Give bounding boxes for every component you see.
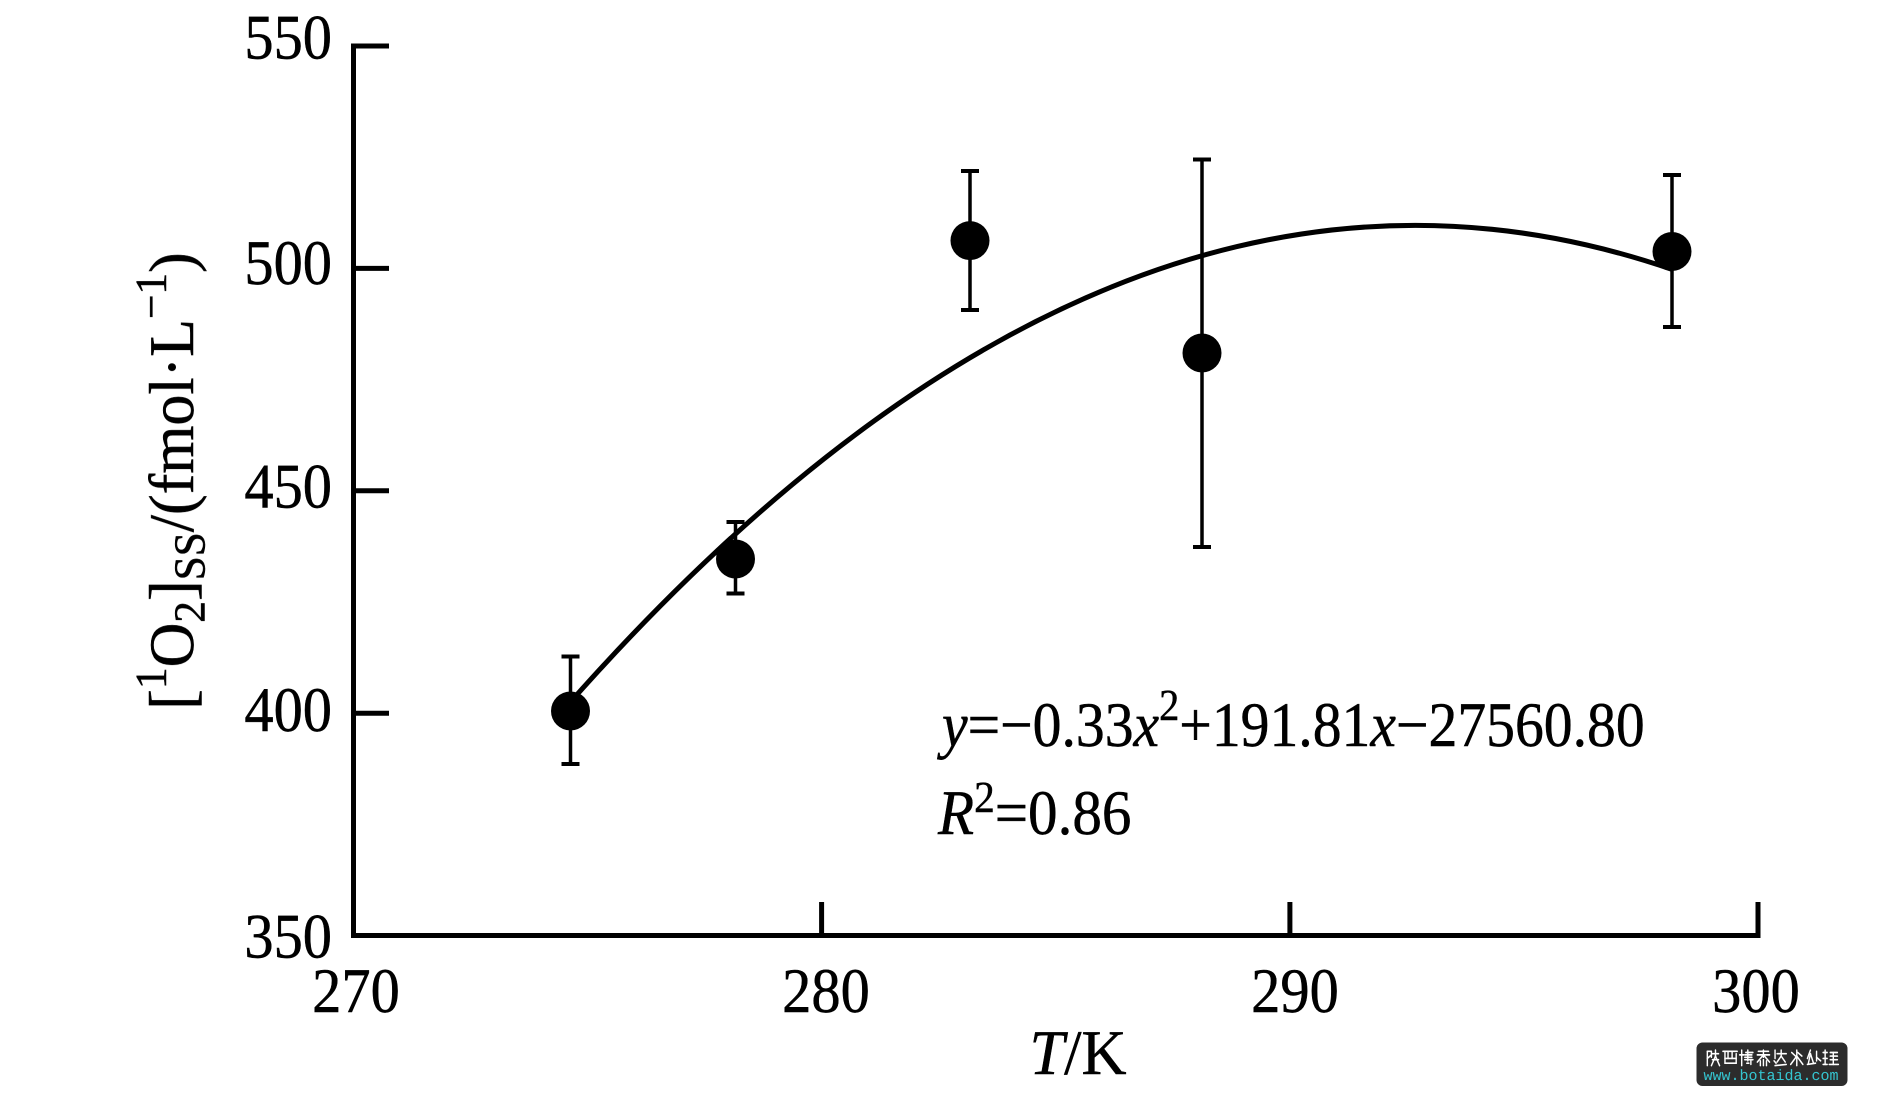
- svg-text:270: 270: [312, 955, 400, 1026]
- svg-text:350: 350: [244, 901, 332, 972]
- svg-text:www.botaida.com: www.botaida.com: [1703, 1068, 1838, 1085]
- svg-text:400: 400: [244, 674, 332, 745]
- svg-text:280: 280: [782, 955, 870, 1026]
- svg-text:290: 290: [1251, 955, 1339, 1026]
- svg-text:550: 550: [244, 2, 332, 73]
- svg-text:T/K: T/K: [1029, 1017, 1126, 1088]
- svg-text:300: 300: [1712, 955, 1800, 1026]
- svg-text:y=−0.33x2+191.81x−27560.80: y=−0.33x2+191.81x−27560.80: [937, 680, 1645, 760]
- svg-text:500: 500: [244, 227, 332, 298]
- svg-text:450: 450: [244, 451, 332, 522]
- svg-text:[1O2]SS/(fmol·L−1): [1O2]SS/(fmol·L−1): [126, 252, 215, 709]
- svg-text:R2=0.86: R2=0.86: [937, 772, 1131, 848]
